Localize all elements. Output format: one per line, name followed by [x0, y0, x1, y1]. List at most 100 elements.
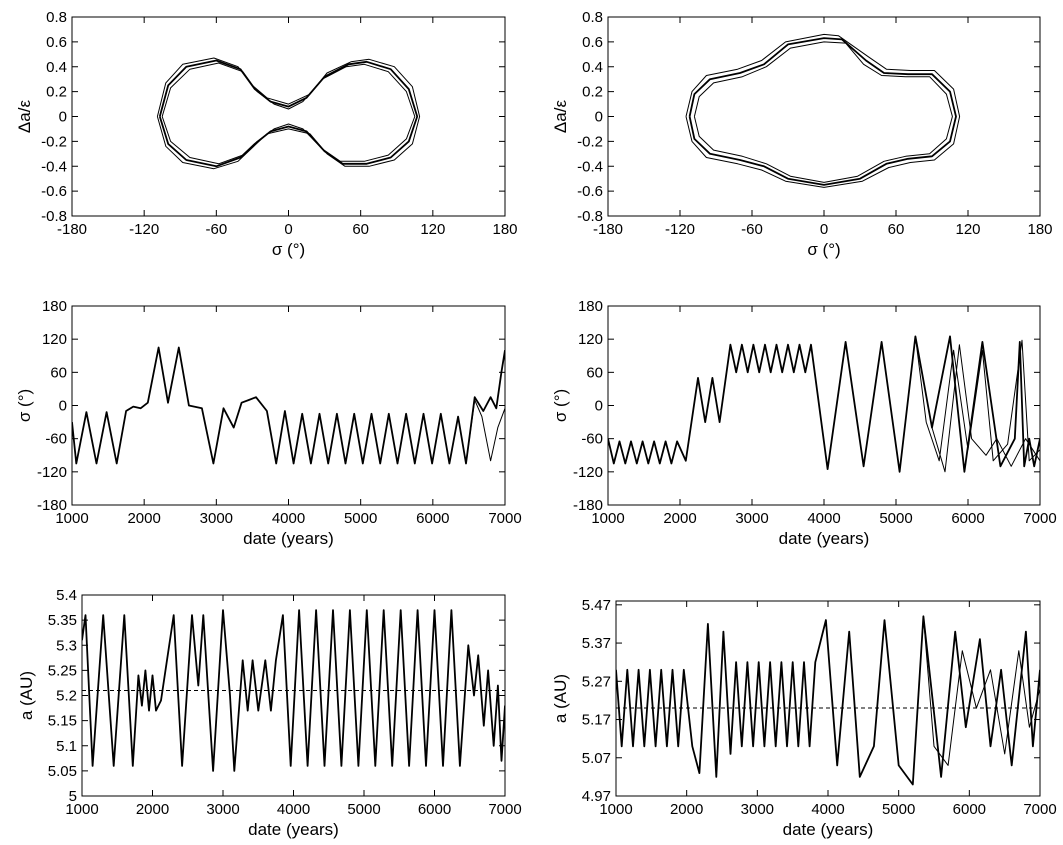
plot-frame [71, 16, 506, 217]
x-tick-label: 2000 [663, 510, 696, 527]
series-line-3 [161, 62, 416, 165]
x-tick-label: 7000 [488, 801, 521, 818]
y-tick-label: 0.4 [582, 59, 603, 76]
x-tick-label: 3000 [735, 510, 768, 527]
x-axis-label: σ (°) [272, 240, 305, 259]
plot-frame [615, 600, 1041, 797]
x-tick-label: 180 [1027, 221, 1052, 238]
y-tick-label: -120 [573, 464, 603, 481]
y-tick-label: 5.17 [582, 712, 611, 729]
y-tick-label: -60 [45, 431, 67, 448]
panel-bottom-right: 1000 2000 3000 4000 5000 6000 7000 4.97 5.07 5.17… [551, 597, 1057, 839]
y-tick-label: -0.8 [577, 208, 603, 225]
series-line-1 [72, 346, 505, 465]
y-tick-label: -180 [573, 497, 603, 514]
plot-frame [607, 305, 1041, 506]
y-tick-label: 5.3 [56, 637, 77, 654]
y-axis-label: Δa/ε [15, 100, 34, 134]
panel-top-right: -180 -120 -60 0 60 120 180 -0.8 -0.6 -0.4 -0.2 0 0.2… [551, 9, 1053, 259]
y-axis-label: σ (°) [15, 389, 34, 422]
x-tick-label: 4000 [807, 510, 840, 527]
y-tick-label: 5.2 [56, 688, 77, 705]
series-line-2 [922, 616, 1040, 766]
panel-middle-left: 1000 2000 3000 4000 5000 6000 7000 -180 -120 -60 0… [15, 298, 522, 548]
y-tick-label: -0.4 [577, 158, 603, 175]
y-tick-label: 120 [578, 331, 603, 348]
y-tick-label: -0.6 [41, 183, 67, 200]
x-tick-label: -180 [593, 221, 623, 238]
series-line-2 [156, 57, 421, 170]
panel-top-left: -180 -120 -60 0 60 120 180 -0.8 -0.6 -0.4 -0.2 0 0.2… [15, 9, 518, 259]
y-tick-label: 0.4 [46, 59, 67, 76]
plot-frame [607, 16, 1041, 217]
y-tick-label: 5.35 [48, 612, 77, 629]
x-tick-label: 2000 [136, 801, 169, 818]
panel-bottom-left: 1000 2000 3000 4000 5000 6000 7000 5 5.05 5.1 5.15… [17, 587, 522, 839]
y-tick-label: -0.4 [41, 158, 67, 175]
x-tick-label: 4000 [272, 510, 305, 527]
series-line-2 [931, 344, 1040, 473]
y-tick-label: 0 [595, 398, 603, 415]
x-tick-label: 2000 [670, 801, 703, 818]
series-line-1 [608, 335, 1040, 473]
x-tick-label: 7000 [1023, 510, 1056, 527]
x-tick-label: 120 [955, 221, 980, 238]
x-tick-label: 1000 [55, 510, 88, 527]
x-tick-label: 6000 [416, 510, 449, 527]
x-axis-label: date (years) [248, 820, 339, 839]
y-tick-label: 120 [42, 331, 67, 348]
y-tick-label: 0.2 [582, 84, 603, 101]
y-tick-label: 0 [595, 109, 603, 126]
series-line-2 [465, 399, 505, 464]
y-tick-label: 5.47 [582, 597, 611, 614]
x-tick-label: 6000 [953, 801, 986, 818]
x-tick-label: 7000 [488, 510, 521, 527]
x-tick-label: 2000 [127, 510, 160, 527]
series-line-1 [616, 615, 1040, 786]
y-tick-label: 5.05 [48, 763, 77, 780]
y-axis-label: a (AU) [17, 671, 36, 720]
y-tick-label: 5.27 [582, 673, 611, 690]
y-tick-label: 5.07 [582, 750, 611, 767]
series-line-3 [914, 336, 1040, 462]
x-tick-label: 4000 [277, 801, 310, 818]
y-tick-label: -0.6 [577, 183, 603, 200]
y-tick-label: -120 [37, 464, 67, 481]
x-tick-label: 5000 [344, 510, 377, 527]
y-tick-label: 0.2 [46, 84, 67, 101]
x-tick-label: 4000 [811, 801, 844, 818]
y-tick-label: 0.8 [582, 9, 603, 26]
x-tick-label: 3000 [200, 510, 233, 527]
panel-middle-right: 1000 2000 3000 4000 5000 6000 7000 -180 -120 -60 0… [551, 298, 1057, 548]
y-axis-label: σ (°) [551, 389, 570, 422]
x-tick-label: 5000 [882, 801, 915, 818]
y-tick-label: -0.2 [41, 133, 67, 150]
x-tick-label: 1000 [591, 510, 624, 527]
x-tick-label: -60 [741, 221, 763, 238]
y-tick-label: 5.4 [56, 587, 77, 604]
x-axis-label: σ (°) [807, 240, 840, 259]
x-tick-label: 6000 [951, 510, 984, 527]
y-tick-label: -60 [581, 431, 603, 448]
series-line-1 [158, 59, 419, 168]
x-tick-label: 120 [420, 221, 445, 238]
x-tick-label: 1000 [599, 801, 632, 818]
y-tick-label: 0.8 [46, 9, 67, 26]
x-tick-label: 6000 [418, 801, 451, 818]
y-axis-label: a (AU) [551, 674, 570, 723]
y-tick-label: 5 [69, 788, 77, 805]
x-tick-label: -120 [129, 221, 159, 238]
x-tick-label: 3000 [741, 801, 774, 818]
x-axis-label: date (years) [779, 529, 870, 548]
x-tick-label: 0 [284, 221, 292, 238]
y-tick-label: 5.37 [582, 635, 611, 652]
y-tick-label: -0.8 [41, 208, 67, 225]
x-tick-label: -60 [205, 221, 227, 238]
y-axis-label: Δa/ε [551, 100, 570, 134]
x-tick-label: 5000 [879, 510, 912, 527]
x-axis-label: date (years) [783, 820, 874, 839]
y-tick-label: 0.6 [582, 34, 603, 51]
x-tick-label: 7000 [1023, 801, 1056, 818]
plot-frame [81, 594, 506, 797]
